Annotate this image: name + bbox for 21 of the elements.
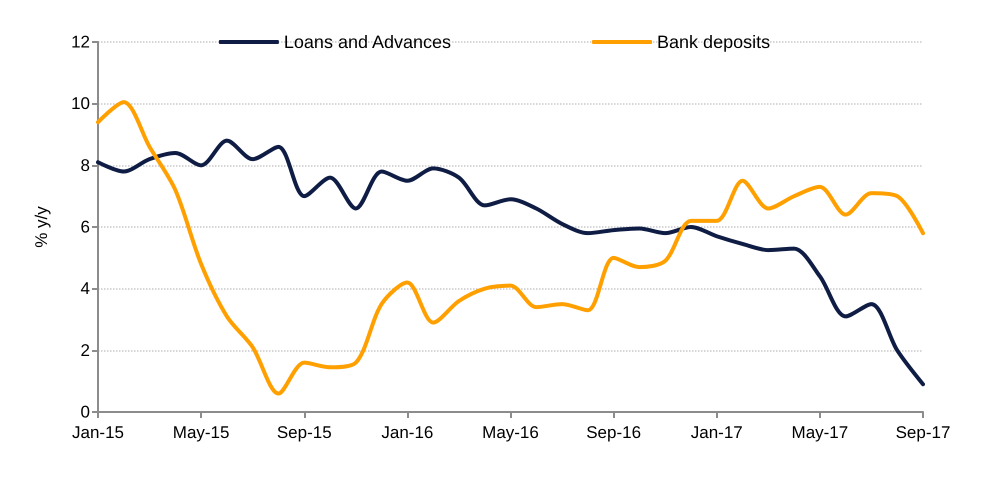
y-tick-label: 10	[71, 94, 90, 114]
line-series	[96, 138, 925, 386]
y-tick-label: 4	[80, 279, 90, 298]
legend-label: Bank deposits	[657, 32, 770, 52]
x-tick-label: Jan-17	[690, 423, 743, 442]
x-tick-label: Jan-16	[381, 423, 434, 442]
line-series	[96, 100, 925, 396]
legend-label: Loans and Advances	[284, 32, 452, 52]
x-tick-label: Sep-15	[276, 423, 332, 442]
x-tick-label: May-17	[792, 423, 848, 442]
x-tick-label: Sep-17	[896, 423, 950, 442]
y-tick-label: 0	[80, 402, 90, 422]
x-tick-label: Jan-15	[72, 423, 124, 442]
x-tick-label: Sep-16	[586, 423, 642, 442]
y-axis-title: % y/y	[32, 206, 51, 248]
y-tick-label: 2	[80, 340, 90, 360]
y-tick-label: 8	[80, 156, 90, 175]
x-tick-label: May-16	[482, 423, 539, 442]
y-tick-label: 6	[80, 218, 90, 236]
y-tick-label: 12	[71, 32, 90, 52]
x-tick-label: May-15	[172, 423, 230, 442]
